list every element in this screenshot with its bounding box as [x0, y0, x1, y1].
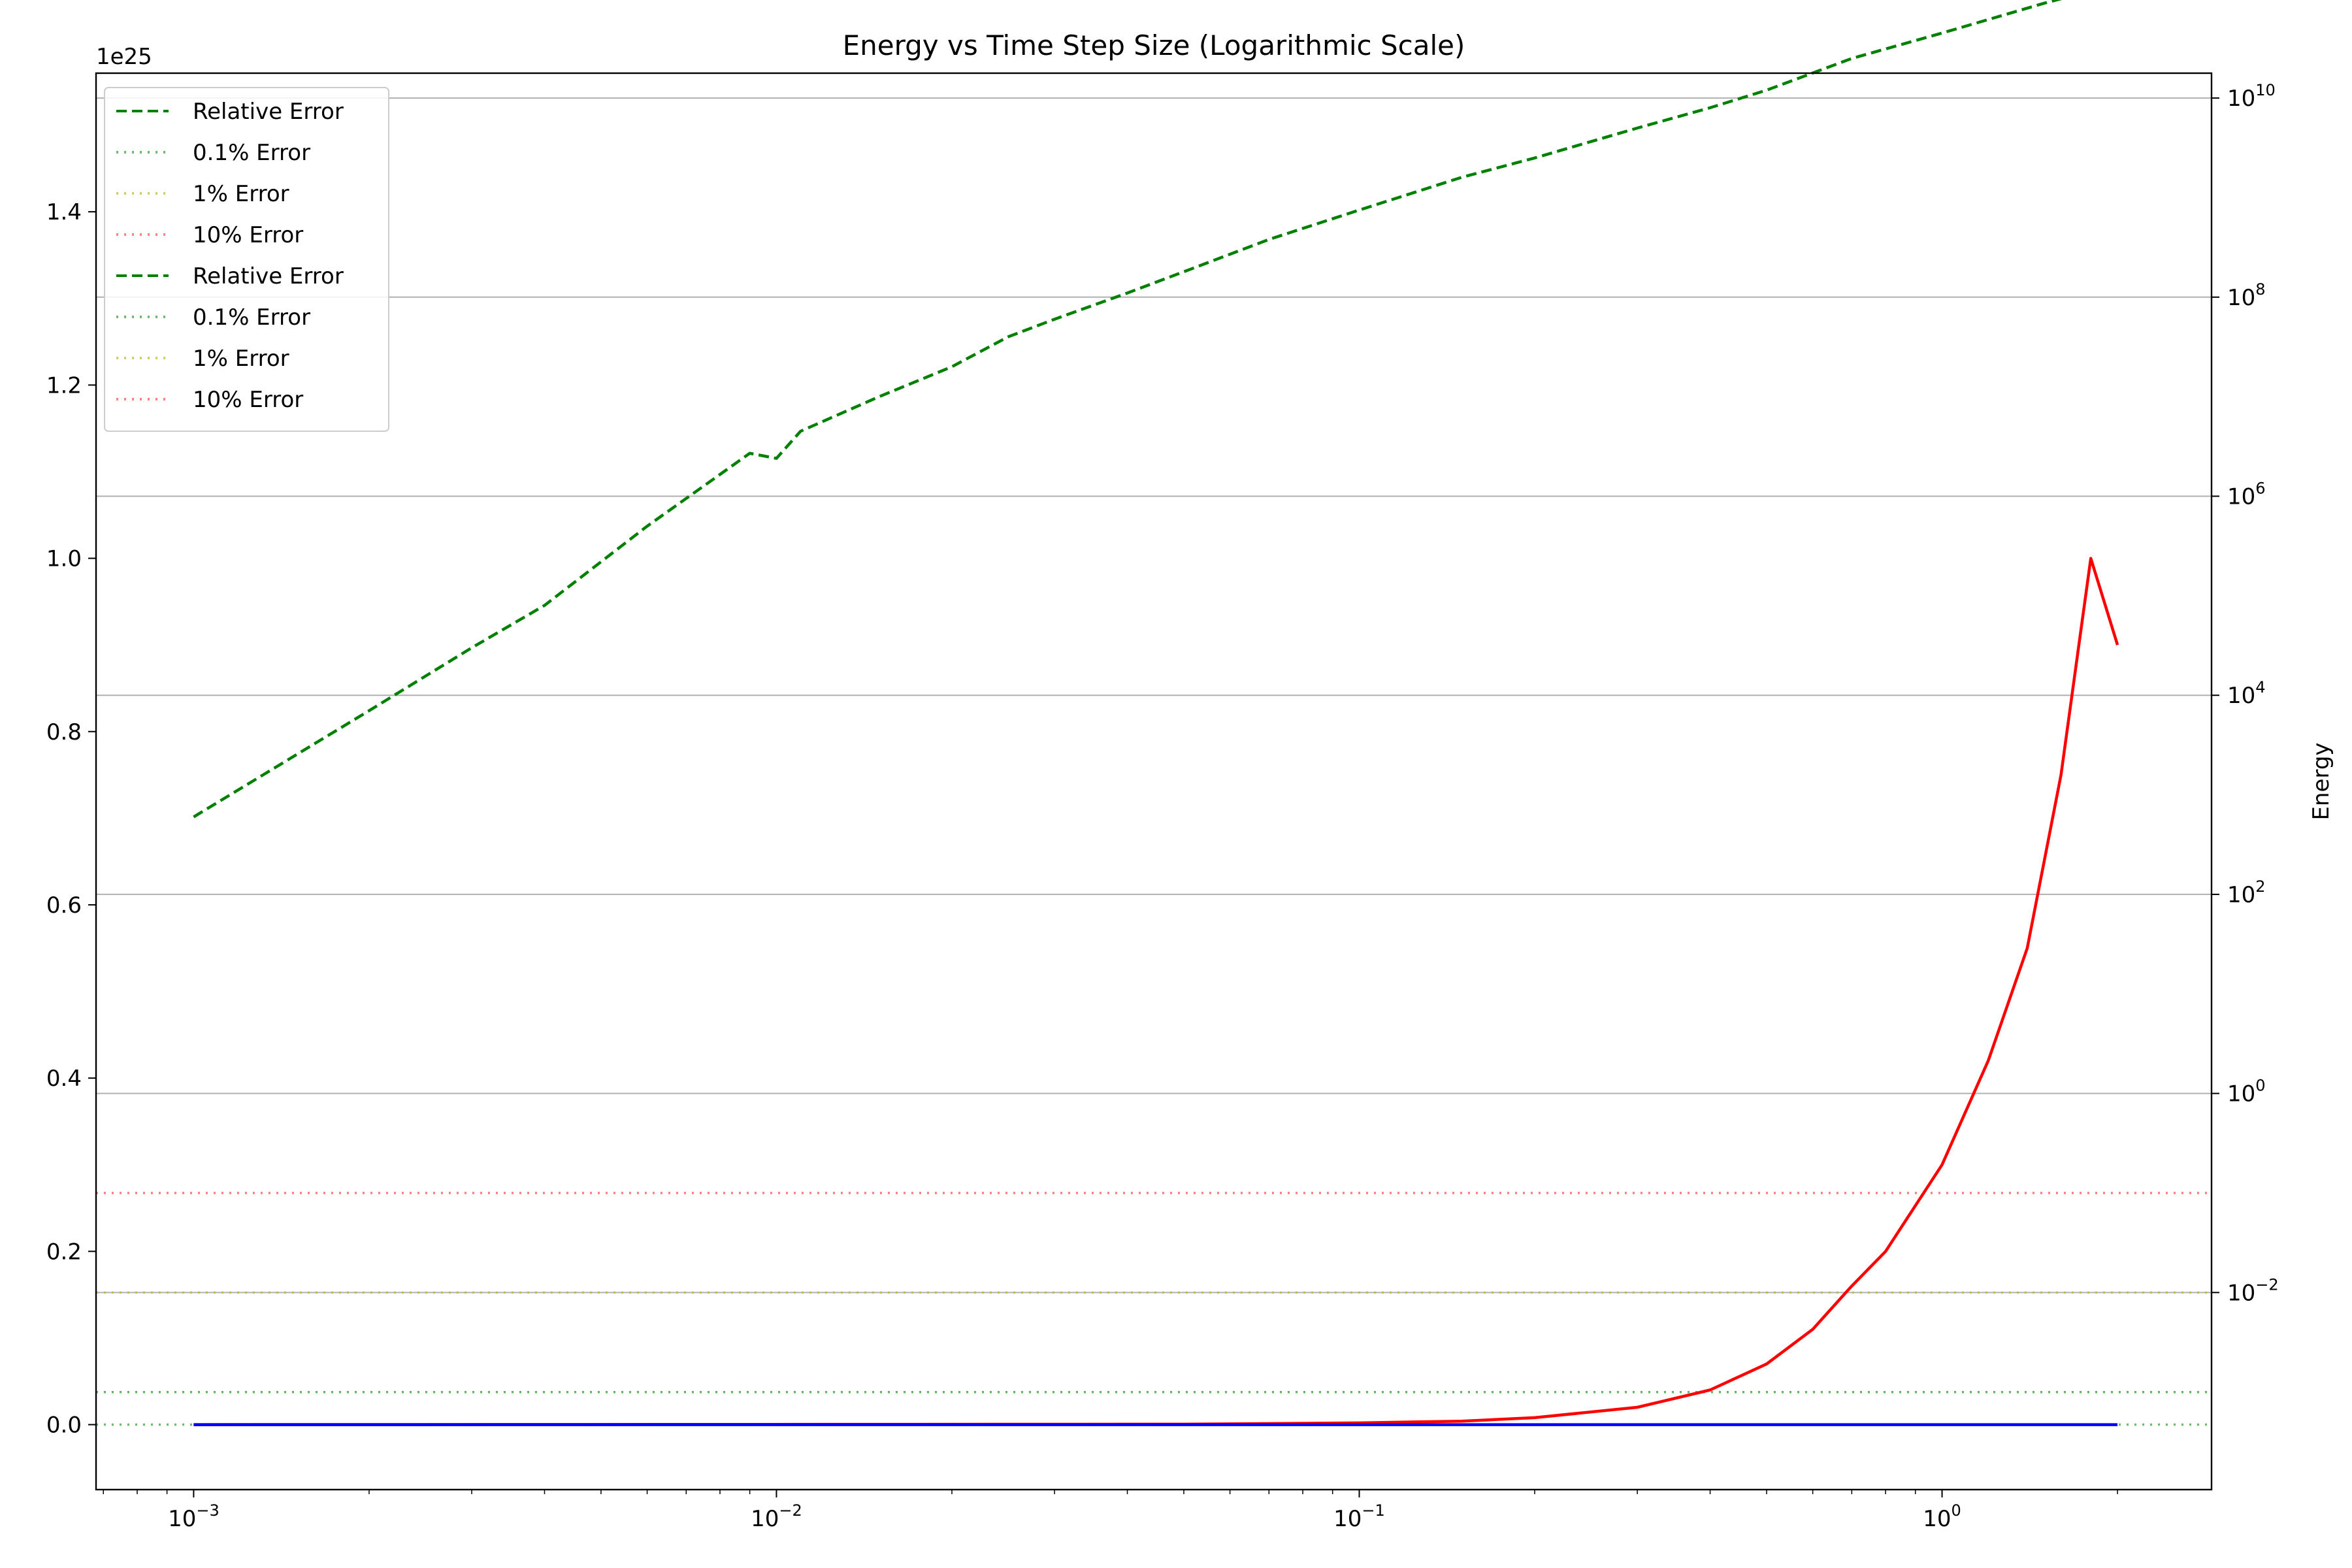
left-tick-label: 1.0	[46, 546, 82, 572]
legend-label: 0.1% Error	[193, 304, 310, 331]
legend-label: Relative Error	[193, 99, 344, 125]
grid-layer	[96, 97, 2212, 1294]
legend-label: 1% Error	[193, 346, 289, 372]
left-tick-label: 0.6	[46, 892, 82, 919]
left-tick-label: 0.8	[46, 719, 82, 745]
x-tick-label: 10−2	[751, 1501, 802, 1532]
legend-box	[104, 87, 389, 432]
left-tick-label: 0.2	[46, 1239, 82, 1265]
series-layer	[193, 0, 2119, 1426]
plot-frame	[95, 72, 2213, 1491]
legend-label: 10% Error	[193, 387, 303, 413]
x-tick-label: 100	[1923, 1501, 1961, 1532]
right-tick-label: 100	[2227, 1077, 2266, 1107]
x-tick-label: 10−3	[168, 1501, 220, 1532]
right-tick-label: 10−2	[2227, 1275, 2279, 1306]
right-tick-label: 104	[2227, 678, 2266, 709]
series-line-0	[193, 0, 2063, 819]
legend-label: 10% Error	[193, 222, 303, 248]
legend-label: 0.1% Error	[193, 140, 310, 166]
x-tick-label: 10−1	[1333, 1501, 1385, 1532]
left-axis-multiplier: 1e25	[96, 44, 152, 70]
right-axis-label: Energy	[2308, 742, 2334, 820]
legend: Relative Error 0.1% Error 1% Error 10% Erro…	[104, 87, 389, 432]
right-tick-label: 102	[2227, 877, 2266, 908]
right-tick-label: 106	[2227, 480, 2266, 510]
legend-label: Relative Error	[193, 263, 344, 289]
left-tick-label: 0.4	[46, 1066, 82, 1092]
axes-layer: 0.0 0.2 0.4 0.6 0.8 1.0 1.2 1.4 10−2 100 102 104 106…	[46, 81, 2279, 1532]
chart-title: Energy vs Time Step Size (Logarithmic Sc…	[843, 29, 1465, 61]
legend-label: 1% Error	[193, 181, 289, 207]
left-tick-label: 0.0	[46, 1413, 82, 1439]
series-line-1	[193, 557, 2119, 1426]
right-tick-label: 108	[2227, 280, 2266, 311]
left-tick-label: 1.4	[46, 199, 82, 225]
left-tick-label: 1.2	[46, 372, 82, 399]
right-tick-label: 1010	[2227, 81, 2276, 112]
